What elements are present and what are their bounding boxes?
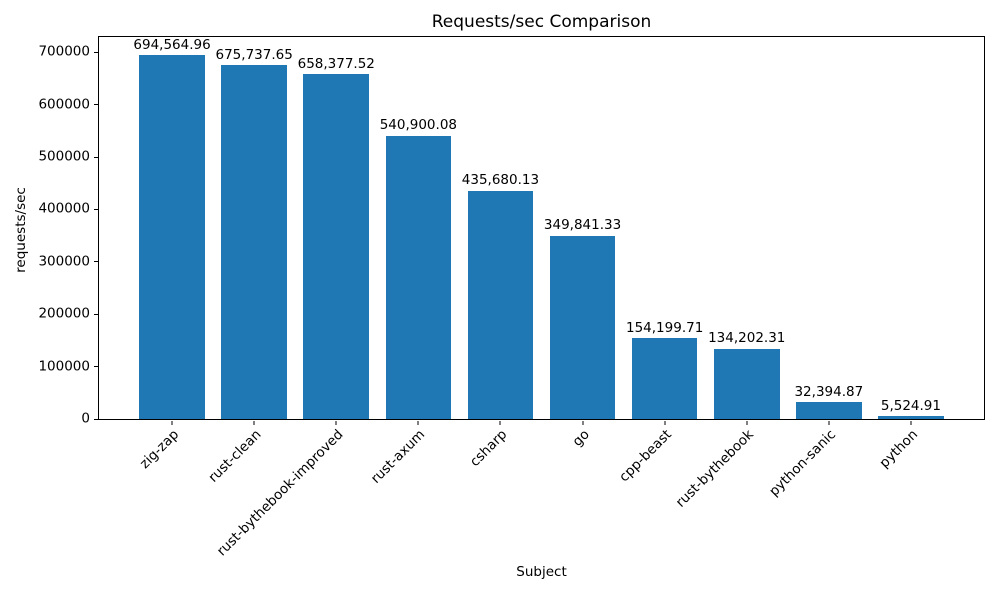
- x-tick-mark: [171, 421, 173, 425]
- bar-go: [549, 235, 616, 419]
- bar-value-label: 435,680.13: [461, 172, 540, 189]
- bar-value-label: 675,737.65: [215, 46, 293, 63]
- y-axis-label: requests/sec: [13, 187, 29, 273]
- y-tick-mark: [94, 208, 98, 210]
- bar-value-label: 5,524.91: [880, 397, 941, 414]
- x-tick-mark: [499, 421, 501, 425]
- y-tick-label: 0: [81, 410, 90, 427]
- bar-rust-axum: [385, 135, 452, 419]
- bar-rust-bythebook-improved: [303, 74, 370, 419]
- y-tick-mark: [94, 51, 98, 53]
- bar-rust-clean: [221, 65, 287, 419]
- x-tick-label: rust-bythebook: [672, 426, 757, 511]
- x-tick-mark: [746, 421, 748, 425]
- x-tick-label: rust-axum: [367, 426, 429, 487]
- y-tick-label: 500000: [38, 148, 90, 165]
- y-tick-label: 600000: [38, 95, 90, 112]
- plot-area: 0 100000 200000 300000 400000 500000 600000 700…: [38, 36, 985, 559]
- bar-cpp-beast: [631, 338, 698, 419]
- bar-value-label: 32,394.87: [794, 383, 864, 400]
- x-tick-mark: [582, 421, 584, 425]
- y-tick-label: 200000: [38, 305, 90, 322]
- x-tick-mark: [828, 421, 830, 425]
- chart-title: Requests/sec Comparison: [431, 12, 652, 32]
- y-tick-mark: [94, 418, 98, 420]
- bar-python: [878, 416, 944, 419]
- y-tick-mark: [94, 366, 98, 368]
- bar-value-label: 658,377.52: [297, 55, 375, 72]
- y-tick-mark: [94, 313, 98, 315]
- x-tick-label: go: [569, 426, 593, 450]
- bar-value-label: 349,841.33: [543, 217, 622, 234]
- bar-value-label: 154,199.71: [625, 319, 704, 336]
- bar-value-label: 540,900.08: [379, 117, 457, 134]
- x-tick-mark: [417, 421, 419, 425]
- bar-zig-zap: [139, 55, 205, 419]
- x-tick-mark: [664, 421, 666, 425]
- x-tick-mark: [335, 421, 337, 425]
- bar-rust-bythebook: [713, 348, 780, 419]
- x-tick-label: csharp: [466, 426, 511, 471]
- x-tick-label: rust-clean: [204, 426, 265, 486]
- x-tick-label: python-sanic: [765, 426, 839, 500]
- y-tick-label: 300000: [38, 253, 90, 270]
- y-tick-mark: [94, 156, 98, 158]
- x-tick-label: cpp-beast: [615, 426, 675, 486]
- y-tick-mark: [94, 104, 98, 106]
- x-tick-mark: [253, 421, 255, 425]
- bar-python-sanic: [795, 402, 862, 419]
- y-tick-label: 400000: [38, 200, 90, 217]
- bar-csharp: [467, 190, 534, 419]
- bar-value-label: 694,564.96: [133, 36, 211, 53]
- y-tick-mark: [94, 261, 98, 263]
- bar-value-label: 134,202.31: [708, 330, 786, 347]
- y-tick-label: 100000: [38, 357, 90, 374]
- x-tick-mark: [910, 421, 912, 425]
- y-tick-label: 700000: [38, 43, 90, 60]
- x-tick-label: zig-zap: [136, 426, 182, 472]
- x-axis-label: Subject: [516, 564, 567, 580]
- x-tick-label: python: [876, 426, 921, 472]
